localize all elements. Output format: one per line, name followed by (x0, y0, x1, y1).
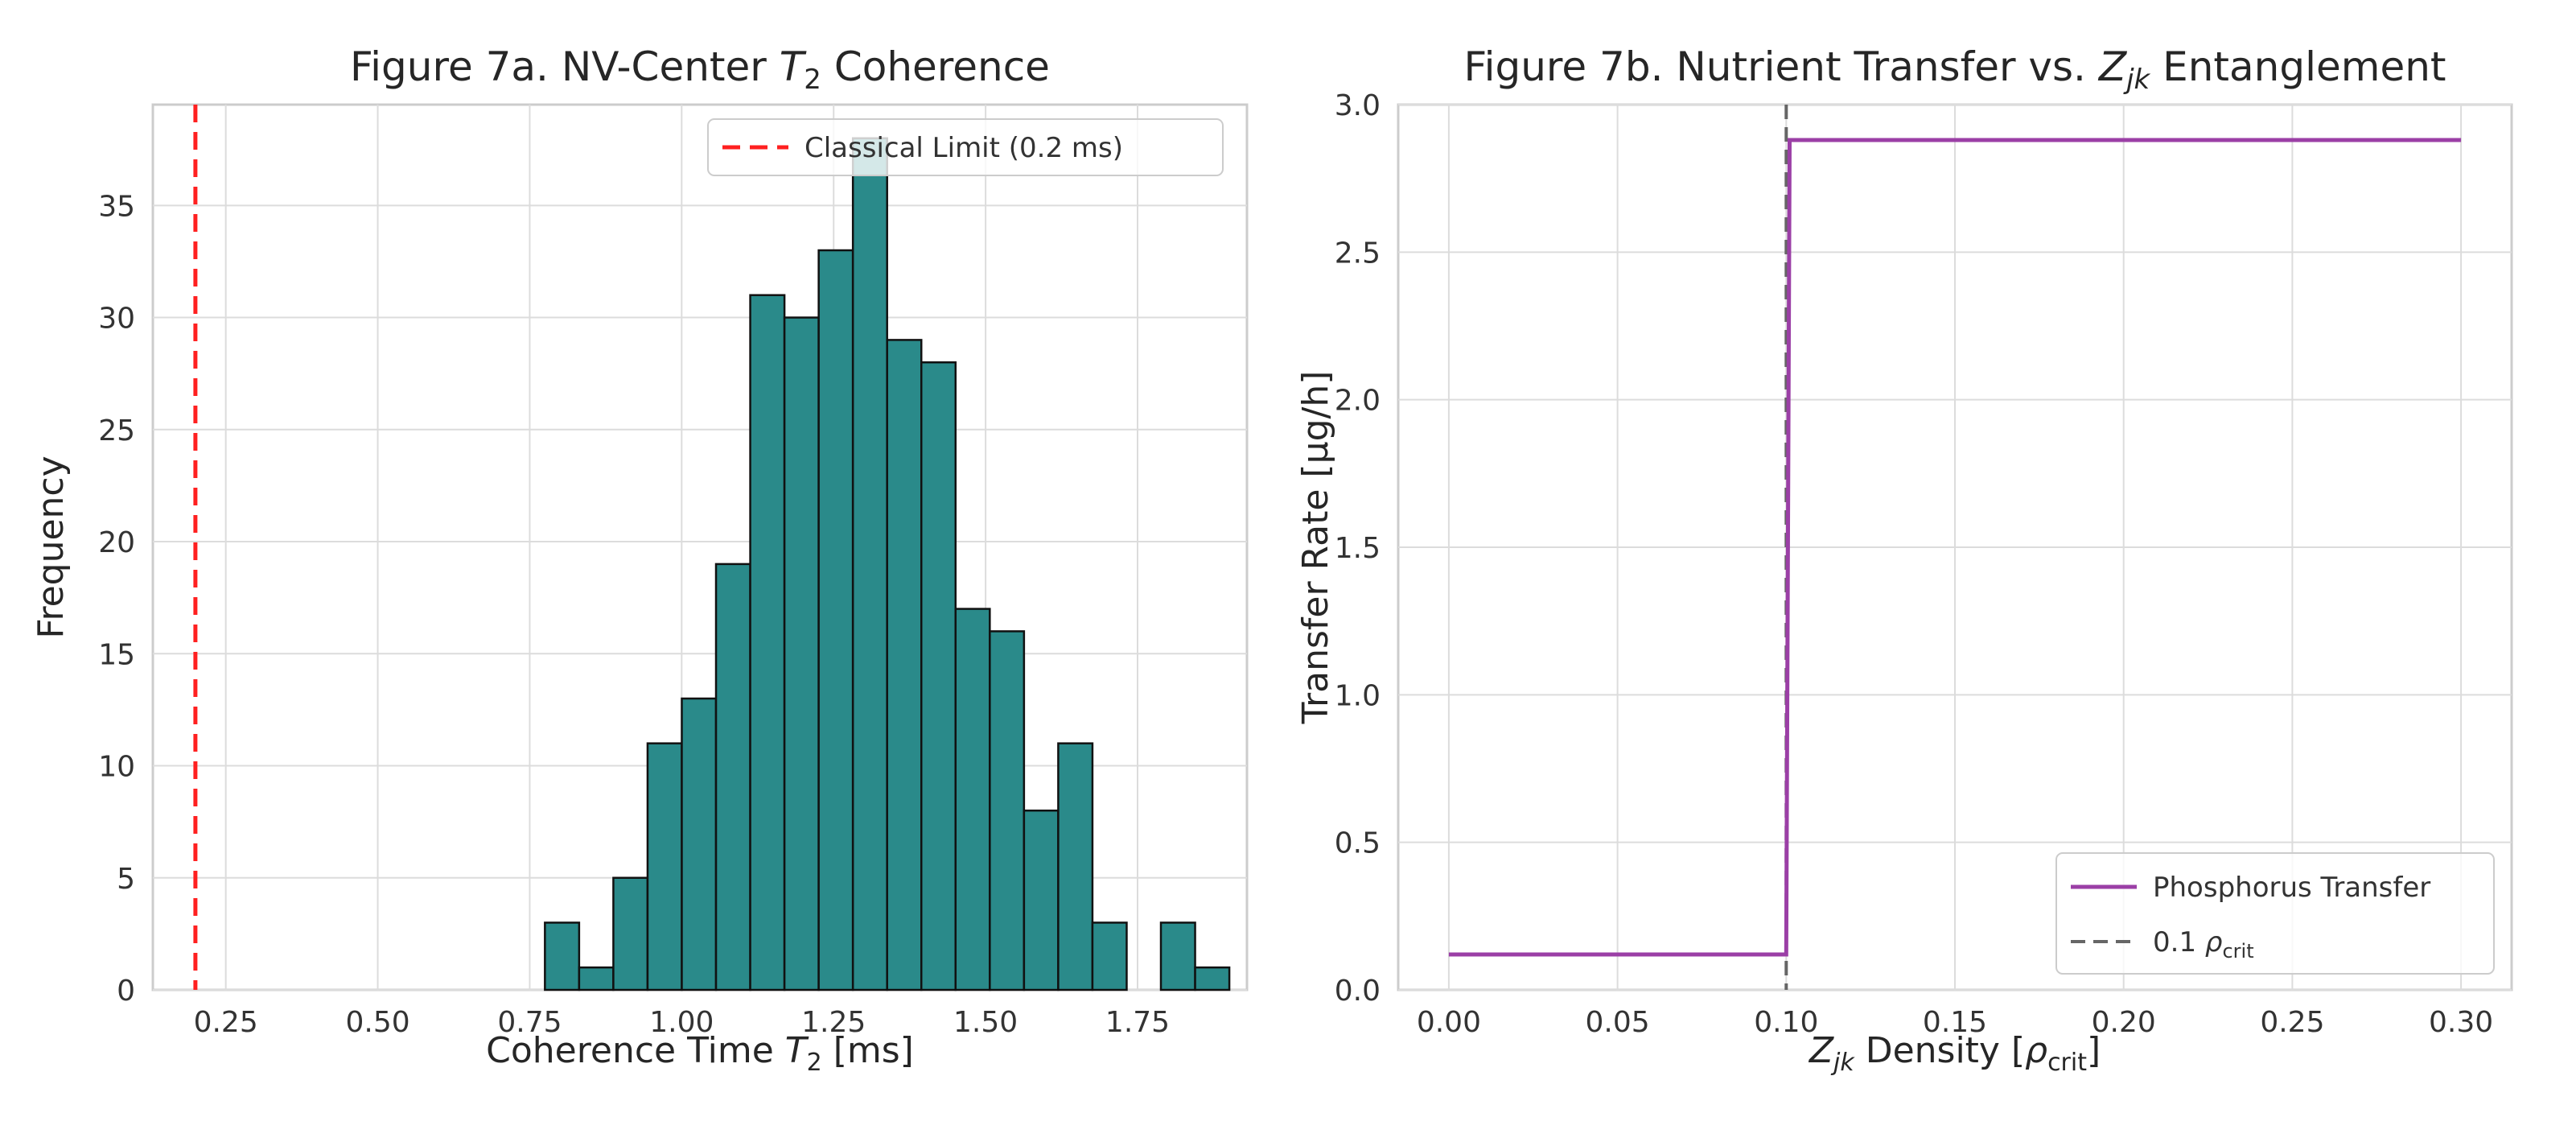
panel-a-x-axis-label: Coherence Time T2 [ms] (486, 1030, 914, 1077)
b-x-tick-label: 0.15 (1923, 1006, 1987, 1039)
histogram-bar (578, 966, 615, 991)
panel-b-title: Figure 7b. Nutrient Transfer vs. Zjk Ent… (1463, 43, 2446, 96)
histogram-bar (646, 742, 683, 991)
a-x-tick-label: 1.00 (649, 1006, 714, 1039)
panel-b-legend-label-phosphorus: Phosphorus Transfer (2153, 872, 2430, 904)
panel-b-legend-box (2055, 852, 2495, 975)
histogram-bar (783, 316, 820, 991)
panel-b-y-ticks: 0.0 0.5 1.0 1.5 2.0 2.5 3.0 (1335, 89, 1381, 1008)
histogram-bar (612, 876, 649, 991)
phosphorus-transfer-line (1448, 138, 2462, 957)
panel-b-legend-label-rho: 0.1 ρcrit (2153, 926, 2254, 963)
b-y-tick-label: 2.0 (1335, 385, 1381, 418)
a-x-tick-label: 0.75 (497, 1006, 562, 1039)
panel-b-y-axis-label: Transfer Rate [µg/h] (1295, 371, 1336, 725)
b-y-tick-label: 0.5 (1335, 827, 1381, 860)
panel-a-y-ticks: 0 5 10 15 20 25 30 35 (98, 190, 135, 1008)
b-y-tick-label: 1.0 (1335, 679, 1381, 712)
histogram-bar (851, 137, 888, 991)
panel-b: 0.00 0.05 0.10 0.15 0.20 0.25 0.30 0.0 0.5 1.0 1.… (1295, 43, 2513, 1077)
b-x-tick-label: 0.10 (1754, 1006, 1818, 1039)
a-x-tick-label: 0.50 (345, 1006, 409, 1039)
histogram-bar (1057, 742, 1094, 991)
b-y-tick-label: 1.5 (1335, 532, 1381, 565)
histogram-bar (681, 697, 718, 991)
panel-b-x-ticks: 0.00 0.05 0.10 0.15 0.20 0.25 0.30 (1417, 1006, 2493, 1039)
panel-b-x-axis-label: Zjk Density [ρcrit] (1809, 1030, 2101, 1077)
histogram-bar (817, 249, 854, 991)
b-x-tick-label: 0.25 (2260, 1006, 2324, 1039)
histogram-bar (920, 361, 957, 991)
b-x-tick-label: 0.30 (2429, 1006, 2493, 1039)
a-x-tick-label: 1.75 (1105, 1006, 1170, 1039)
a-x-tick-label: 1.25 (801, 1006, 866, 1039)
a-y-tick-label: 0 (117, 975, 135, 1008)
histogram-bar (1159, 921, 1196, 991)
panel-b-legend: Phosphorus Transfer 0.1 ρcrit (2055, 852, 2495, 975)
panel-a-legend-box (707, 118, 1224, 176)
histogram-bar (749, 294, 786, 991)
panel-a-y-axis-label: Frequency (31, 456, 72, 638)
panel-a-bars (544, 137, 1231, 991)
panel-a: 0.25 0.50 0.75 1.00 1.25 1.50 1.75 0 5 10 15 20 25 3… (31, 43, 1249, 1077)
histogram-bar (1023, 809, 1060, 991)
histogram-bar (544, 921, 581, 991)
a-y-tick-label: 10 (98, 751, 135, 784)
b-x-tick-label: 0.20 (2092, 1006, 2156, 1039)
a-y-tick-label: 35 (98, 190, 135, 223)
a-y-tick-label: 20 (98, 526, 135, 559)
histogram-bar (1091, 921, 1128, 991)
b-y-tick-label: 2.5 (1335, 237, 1381, 270)
histogram-bar (954, 608, 991, 991)
a-y-tick-label: 25 (98, 414, 135, 447)
histogram-bar (1194, 966, 1231, 991)
panel-a-x-ticks: 0.25 0.50 0.75 1.00 1.25 1.50 1.75 (194, 1006, 1170, 1039)
panel-a-legend: Classical Limit (0.2 ms) (707, 118, 1224, 176)
a-y-tick-label: 30 (98, 303, 135, 336)
b-x-tick-label: 0.00 (1417, 1006, 1481, 1039)
histogram-bar (714, 563, 751, 991)
panel-a-legend-label: Classical Limit (0.2 ms) (804, 132, 1123, 164)
b-y-tick-label: 3.0 (1335, 89, 1381, 122)
panel-a-title: Figure 7a. NV-Center T2 Coherence (350, 43, 1050, 96)
b-x-tick-label: 0.05 (1586, 1006, 1650, 1039)
b-y-tick-label: 0.0 (1335, 975, 1381, 1008)
a-y-tick-label: 5 (117, 863, 135, 896)
a-x-tick-label: 1.50 (953, 1006, 1018, 1039)
histogram-bar (886, 339, 923, 991)
histogram-bar (989, 630, 1026, 991)
a-y-tick-label: 15 (98, 638, 135, 671)
a-x-tick-label: 0.25 (194, 1006, 258, 1039)
